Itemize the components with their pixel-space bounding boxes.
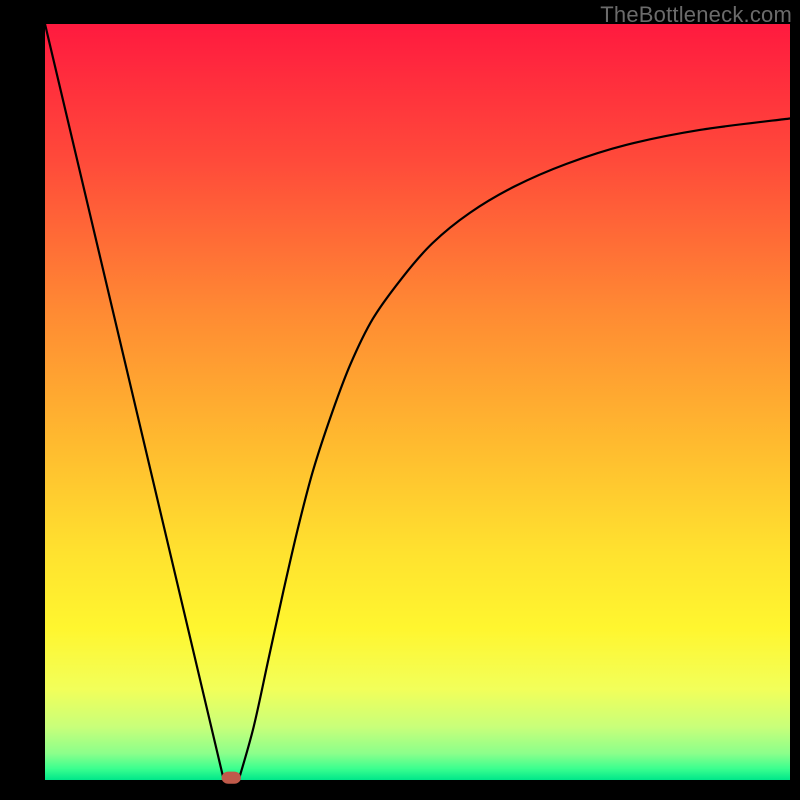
optimum-marker bbox=[222, 772, 241, 784]
chart-container: TheBottleneck.com bbox=[0, 0, 800, 800]
watermark-text: TheBottleneck.com bbox=[600, 2, 792, 28]
plot-area bbox=[45, 24, 790, 780]
bottleneck-chart bbox=[0, 0, 800, 800]
